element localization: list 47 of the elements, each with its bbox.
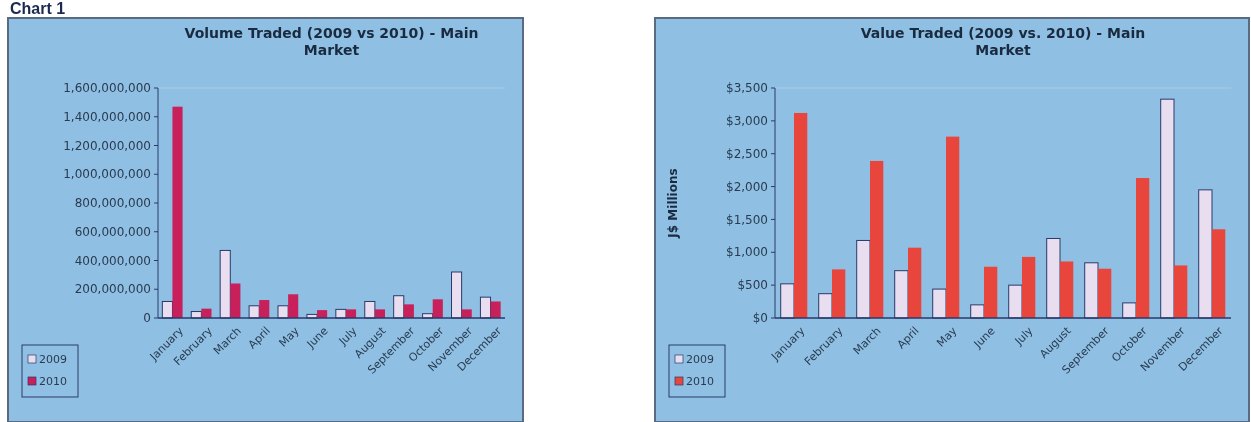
legend-label: 2010: [39, 374, 67, 388]
chart-title: Volume Traded (2009 vs 2010) - Main Market: [184, 25, 479, 58]
y-tick-label: $3,000: [726, 114, 768, 129]
y-tick-label: $0: [752, 311, 768, 326]
bar: [946, 136, 960, 318]
y-tick-label: $2,000: [726, 179, 768, 194]
bar: [432, 299, 443, 318]
y-tick-label: 400,000,000: [74, 253, 151, 268]
y-tick-label: $2,500: [726, 146, 768, 161]
legend-label: 2010: [686, 374, 714, 388]
legend-label: 2009: [39, 352, 67, 366]
y-tick-label: 1,000,000,000: [63, 167, 151, 182]
bar: [832, 269, 846, 318]
bar: [461, 309, 472, 318]
bar: [345, 309, 357, 318]
y-axis-title: J$ Millions: [666, 168, 680, 239]
bar: [908, 247, 922, 318]
bar: [794, 112, 808, 318]
y-tick-label: $1,500: [726, 212, 768, 227]
bar: [288, 294, 299, 318]
bar: [1022, 256, 1036, 318]
bar: [1098, 268, 1112, 318]
y-tick-label: 1,600,000,000: [63, 81, 151, 96]
bar: [1060, 261, 1074, 318]
y-tick-label: $500: [737, 278, 768, 293]
y-tick-label: 1,200,000,000: [63, 138, 151, 153]
bar: [172, 106, 183, 318]
bar: [1136, 178, 1150, 318]
bar: [1212, 229, 1226, 318]
bar: [230, 283, 241, 318]
y-tick-label: $1,000: [726, 245, 768, 260]
bar: [374, 309, 385, 318]
y-tick-label: 200,000,000: [74, 282, 151, 297]
caption: Chart 1: [10, 0, 66, 17]
bar: [403, 304, 414, 318]
bar: [1174, 265, 1188, 318]
legend-label: 2009: [686, 352, 714, 366]
bar: [984, 266, 998, 318]
y-tick-label: 800,000,000: [74, 196, 151, 211]
y-tick-label: $3,500: [726, 81, 768, 96]
bar: [490, 301, 501, 318]
y-tick-label: 1,400,000,000: [63, 109, 151, 124]
y-tick-label: 600,000,000: [74, 224, 151, 239]
chart-title: Value Traded (2009 vs. 2010) - Main Market: [860, 25, 1146, 58]
y-tick-label: 0: [143, 311, 151, 326]
bar: [259, 300, 270, 318]
bar: [870, 160, 884, 318]
